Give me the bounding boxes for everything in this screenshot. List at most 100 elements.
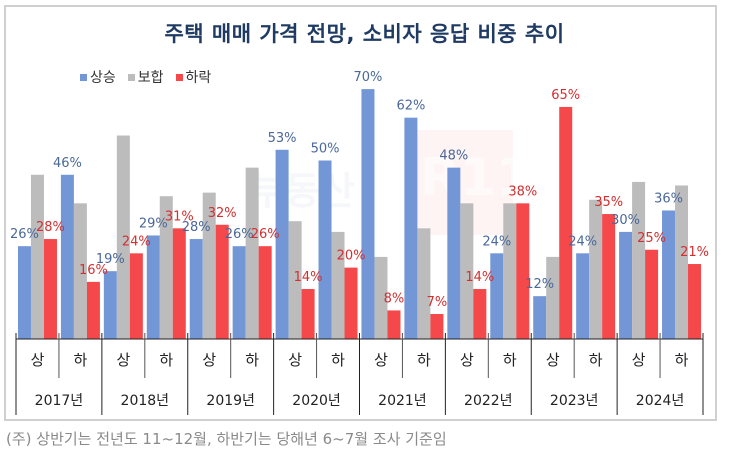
bar-fall-5 bbox=[258, 246, 272, 339]
value-label-rise-5: 26% bbox=[225, 227, 254, 242]
value-label-rise-4: 28% bbox=[182, 220, 211, 235]
value-label-fall-2: 24% bbox=[122, 234, 151, 249]
value-label-fall-0: 28% bbox=[36, 220, 65, 235]
x-tick-year-4: 2021년 bbox=[378, 393, 427, 409]
value-label-fall-14: 25% bbox=[637, 231, 666, 246]
x-tick-year-2: 2019년 bbox=[206, 393, 255, 409]
legend-swatch-flat bbox=[127, 73, 135, 81]
value-label-rise-14: 30% bbox=[611, 213, 640, 228]
value-label-fall-10: 14% bbox=[465, 270, 494, 285]
x-axis: 상 하 상 하 상 하 상 하 상 하 상 하 상 하 상 하 2017년 2018년 2019년 2020년 2021… bbox=[15, 333, 704, 415]
value-label-fall-13: 35% bbox=[594, 195, 623, 210]
x-tick-half-8: 상 bbox=[374, 351, 388, 369]
x-tick-year-6: 2023년 bbox=[550, 393, 599, 409]
value-label-fall-8: 8% bbox=[384, 291, 405, 306]
value-label-rise-0: 26% bbox=[10, 227, 39, 242]
bar-flat-9 bbox=[417, 228, 431, 339]
x-tick-half-10: 상 bbox=[460, 351, 474, 369]
x-tick-half-12: 상 bbox=[546, 351, 560, 369]
value-label-fall-11: 38% bbox=[508, 184, 537, 199]
value-label-fall-3: 31% bbox=[165, 209, 194, 224]
bar-rise-13 bbox=[576, 253, 590, 339]
bar-flat-7 bbox=[331, 231, 345, 339]
bar-rise-15 bbox=[662, 210, 676, 339]
bar-fall-2 bbox=[129, 253, 143, 339]
bar-rise-8 bbox=[361, 89, 375, 339]
bar-fall-3 bbox=[172, 228, 186, 339]
bar-rise-9 bbox=[404, 117, 418, 339]
value-label-rise-2: 19% bbox=[96, 252, 125, 267]
chart-legend: 상승 보합 하락 bbox=[80, 67, 211, 87]
x-tick-year-0: 2017년 bbox=[35, 393, 84, 409]
bar-flat-15 bbox=[675, 185, 689, 339]
bar-fall-4 bbox=[215, 224, 229, 339]
bar-flat-13 bbox=[589, 199, 603, 339]
bar-rise-0 bbox=[17, 246, 31, 339]
value-label-fall-4: 32% bbox=[208, 206, 237, 221]
value-label-rise-1: 46% bbox=[53, 156, 82, 171]
bar-fall-7 bbox=[344, 267, 358, 339]
bar-rise-4 bbox=[189, 239, 203, 339]
value-label-rise-8: 70% bbox=[354, 70, 383, 85]
bar-rise-6 bbox=[275, 149, 289, 339]
x-tick-half-11: 하 bbox=[503, 351, 517, 369]
x-tick-half-13: 하 bbox=[589, 351, 603, 369]
bar-flat-3 bbox=[159, 196, 173, 339]
value-label-rise-13: 24% bbox=[568, 234, 597, 249]
bar-fall-0 bbox=[43, 239, 57, 339]
x-tick-half-9: 하 bbox=[417, 351, 431, 369]
bar-flat-6 bbox=[288, 221, 302, 339]
legend-item-fall: 하락 bbox=[175, 67, 211, 87]
legend-swatch-rise bbox=[80, 73, 87, 81]
legend-item-flat: 보합 bbox=[127, 67, 164, 87]
bar-fall-12 bbox=[559, 106, 573, 339]
value-label-rise-10: 48% bbox=[439, 149, 468, 164]
value-label-rise-9: 62% bbox=[396, 99, 425, 114]
value-labels-layer: 26%28%46%16%19%24%29%31%28%32%26%26%53%1… bbox=[10, 70, 709, 310]
x-tick-half-4: 상 bbox=[202, 351, 216, 369]
x-tick-half-15: 하 bbox=[675, 351, 689, 369]
bar-rise-3 bbox=[146, 235, 160, 339]
chart-title: 주택 매매 가격 전망, 소비자 응답 비중 추이 bbox=[164, 22, 565, 46]
x-tick-half-1: 하 bbox=[74, 351, 88, 369]
footnote: (주) 상반기는 전년도 11~12월, 하반기는 당해년 6~7월 조사 기준… bbox=[6, 430, 447, 448]
x-tick-year-5: 2022년 bbox=[464, 393, 513, 409]
bar-flat-8 bbox=[374, 256, 388, 339]
bar-rise-10 bbox=[447, 167, 461, 339]
bar-rise-2 bbox=[103, 271, 117, 339]
bar-flat-1 bbox=[73, 203, 87, 339]
bar-fall-13 bbox=[602, 214, 616, 339]
bar-flat-11 bbox=[503, 203, 517, 339]
x-tick-half-0: 상 bbox=[31, 351, 45, 369]
bar-flat-10 bbox=[460, 203, 474, 339]
bar-fall-1 bbox=[86, 281, 100, 339]
bar-fall-8 bbox=[387, 310, 401, 339]
bar-fall-11 bbox=[516, 203, 530, 339]
value-label-rise-3: 29% bbox=[139, 216, 168, 231]
bar-flat-4 bbox=[202, 192, 216, 339]
legend-label-rise: 상승 bbox=[90, 70, 116, 86]
value-label-fall-9: 7% bbox=[427, 295, 448, 310]
bar-rise-12 bbox=[533, 296, 547, 339]
value-label-fall-6: 14% bbox=[294, 270, 323, 285]
value-label-rise-7: 50% bbox=[311, 142, 340, 157]
bars-layer bbox=[17, 89, 702, 339]
bar-flat-0 bbox=[30, 174, 44, 339]
value-label-fall-1: 16% bbox=[79, 263, 108, 278]
value-label-fall-15: 21% bbox=[680, 245, 709, 260]
bar-fall-15 bbox=[688, 264, 702, 339]
legend-swatch-fall bbox=[175, 73, 183, 81]
bar-flat-5 bbox=[245, 167, 259, 339]
value-label-rise-11: 24% bbox=[482, 234, 511, 249]
value-label-fall-12: 65% bbox=[551, 88, 580, 103]
x-tick-half-14: 상 bbox=[632, 351, 646, 369]
value-label-fall-5: 26% bbox=[251, 227, 280, 242]
x-tick-year-7: 2024년 bbox=[636, 393, 685, 409]
x-tick-half-2: 상 bbox=[116, 351, 130, 369]
legend-label-flat: 보합 bbox=[137, 70, 164, 86]
bar-rise-1 bbox=[60, 174, 74, 339]
bar-fall-6 bbox=[301, 289, 315, 339]
bar-fall-9 bbox=[430, 314, 444, 339]
x-tick-half-5: 하 bbox=[245, 351, 259, 369]
